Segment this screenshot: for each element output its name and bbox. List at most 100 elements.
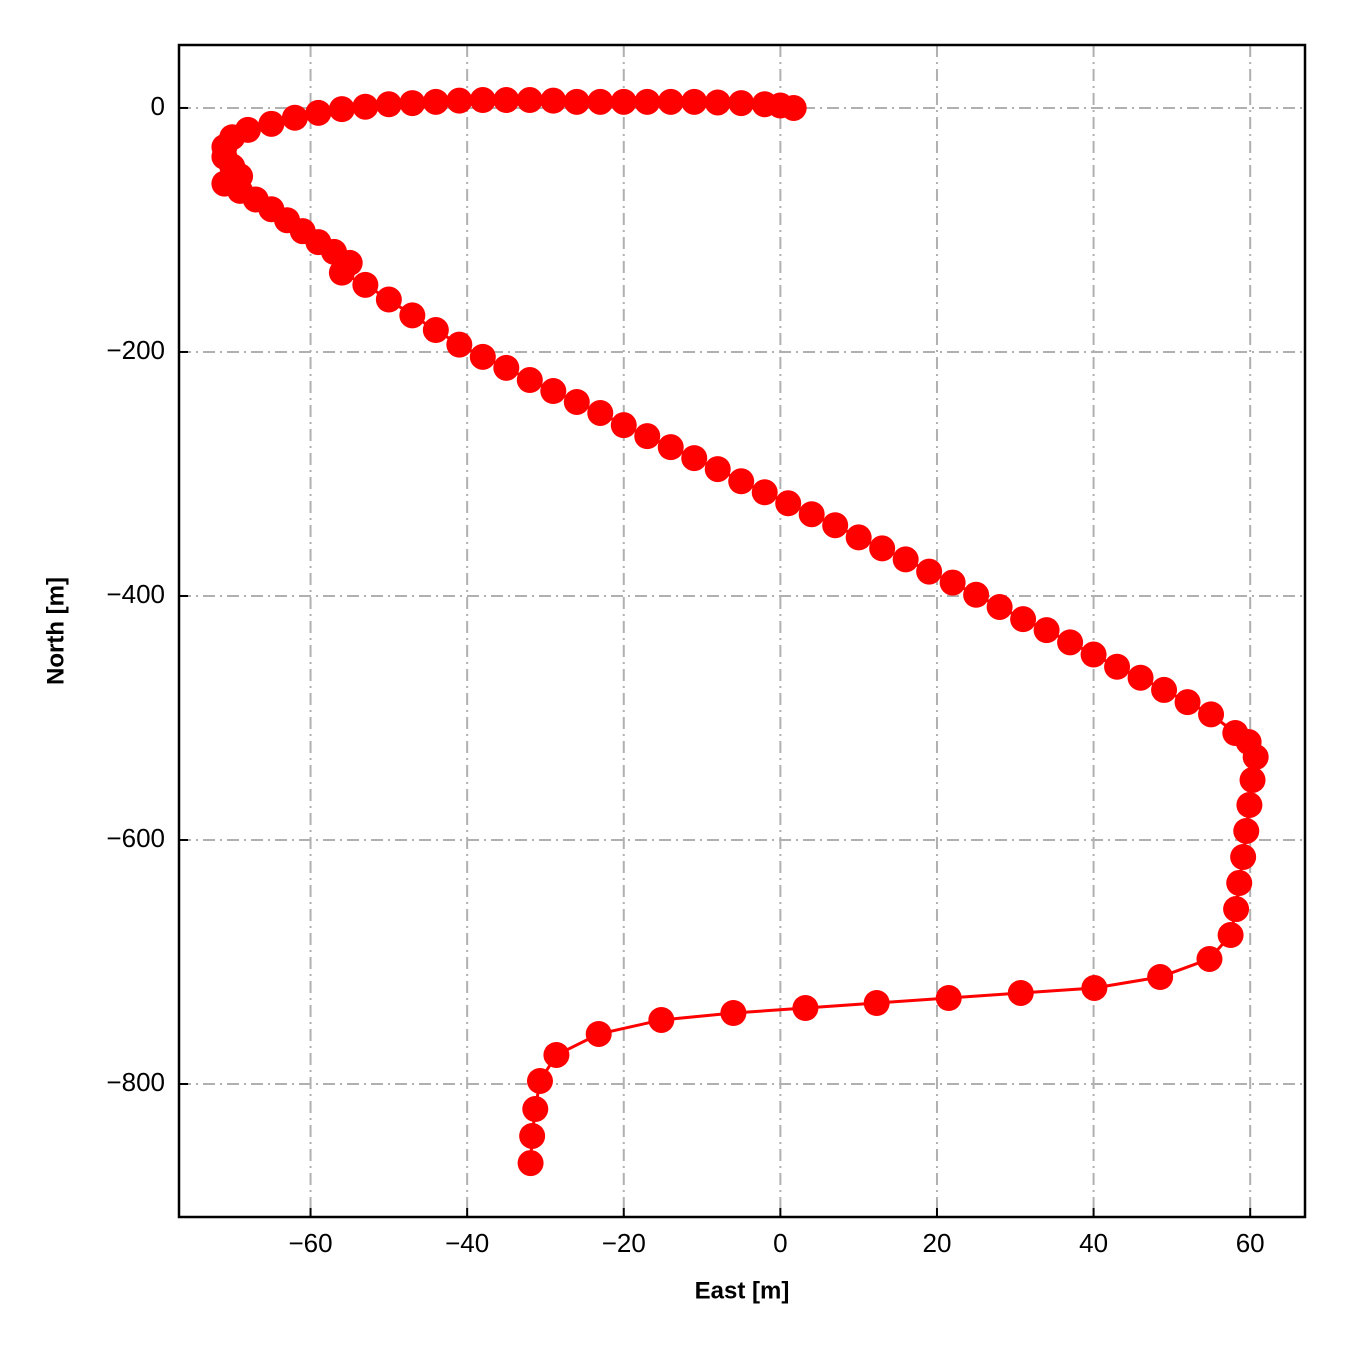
point — [775, 490, 802, 517]
point — [1081, 974, 1108, 1001]
point — [585, 1020, 612, 1047]
point — [610, 412, 637, 439]
y-tick-label: −600 — [106, 823, 165, 853]
point — [563, 88, 590, 115]
point — [375, 286, 402, 313]
point — [516, 367, 543, 394]
point — [1127, 664, 1154, 691]
point — [1151, 676, 1178, 703]
point — [916, 558, 943, 585]
plot-area — [179, 45, 1305, 1217]
y-tick-label: 0 — [151, 91, 165, 121]
x-tick-label: −60 — [288, 1228, 332, 1258]
x-tick-label: 40 — [1079, 1228, 1108, 1258]
x-tick-label: −20 — [602, 1228, 646, 1258]
x-tick-label: 0 — [773, 1228, 787, 1258]
axes-frame — [177, 43, 1307, 1219]
point — [469, 87, 496, 114]
point — [610, 88, 637, 115]
point — [634, 423, 661, 450]
point — [422, 317, 449, 344]
point — [281, 104, 308, 131]
point — [563, 388, 590, 415]
point — [540, 378, 567, 405]
point — [493, 87, 520, 114]
x-axis-label: East [m] — [695, 1277, 790, 1304]
point — [939, 569, 966, 596]
point — [422, 88, 449, 115]
point — [1057, 629, 1084, 656]
point — [516, 87, 543, 114]
point — [587, 88, 614, 115]
point — [543, 1041, 570, 1068]
point — [869, 535, 896, 562]
point — [328, 96, 355, 123]
point — [493, 354, 520, 381]
point — [526, 1067, 553, 1094]
point — [751, 479, 778, 506]
point — [657, 434, 684, 461]
point — [1198, 701, 1225, 728]
point — [720, 1000, 747, 1027]
point — [1217, 922, 1244, 949]
x-tick-label: 60 — [1236, 1228, 1265, 1258]
point — [519, 1122, 546, 1149]
y-tick-label: −400 — [106, 579, 165, 609]
x-tick-label: 20 — [923, 1228, 952, 1258]
point — [863, 989, 890, 1016]
point — [1236, 791, 1263, 818]
point — [1239, 766, 1266, 793]
point — [328, 259, 355, 286]
point — [704, 89, 731, 116]
y-tick-label: −800 — [106, 1067, 165, 1097]
point — [352, 271, 379, 298]
point — [399, 90, 426, 117]
point — [446, 331, 473, 358]
point — [469, 343, 496, 370]
x-tick-label: −40 — [445, 1228, 489, 1258]
point — [305, 99, 332, 126]
point — [792, 995, 819, 1022]
point — [522, 1096, 549, 1123]
point — [258, 110, 285, 137]
point — [798, 501, 825, 528]
point — [648, 1006, 675, 1033]
y-axis-label: North [m] — [42, 577, 69, 685]
point — [892, 546, 919, 573]
point — [1104, 653, 1131, 680]
point — [587, 399, 614, 426]
point — [1226, 869, 1253, 896]
point — [1007, 979, 1034, 1006]
point — [1242, 744, 1269, 771]
point — [399, 302, 426, 329]
point — [1174, 689, 1201, 716]
point — [1223, 896, 1250, 923]
point — [1233, 817, 1260, 844]
point — [352, 93, 379, 120]
point — [1010, 606, 1037, 633]
point — [681, 445, 708, 472]
point — [963, 581, 990, 608]
point — [517, 1150, 544, 1177]
point — [1147, 964, 1174, 991]
point — [986, 593, 1013, 620]
point — [657, 88, 684, 115]
point — [540, 87, 567, 114]
point — [704, 456, 731, 483]
point — [681, 88, 708, 115]
point — [1080, 641, 1107, 668]
point — [634, 88, 661, 115]
point — [1033, 617, 1060, 644]
point — [446, 87, 473, 114]
point — [728, 90, 755, 117]
point — [822, 512, 849, 539]
point — [375, 91, 402, 118]
point — [728, 468, 755, 495]
point — [935, 984, 962, 1011]
point — [1196, 945, 1223, 972]
y-tick-label: −200 — [106, 335, 165, 365]
point — [1230, 843, 1257, 870]
point — [845, 524, 872, 551]
point — [751, 91, 778, 118]
